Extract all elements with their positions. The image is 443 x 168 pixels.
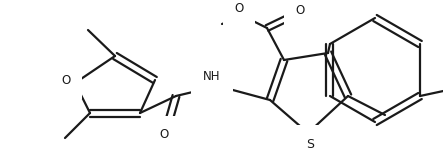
Text: O: O [159, 128, 169, 140]
Text: NH: NH [203, 71, 221, 83]
Text: O: O [295, 5, 305, 17]
Text: O: O [234, 3, 244, 15]
Text: O: O [62, 74, 70, 88]
Text: S: S [306, 137, 314, 151]
